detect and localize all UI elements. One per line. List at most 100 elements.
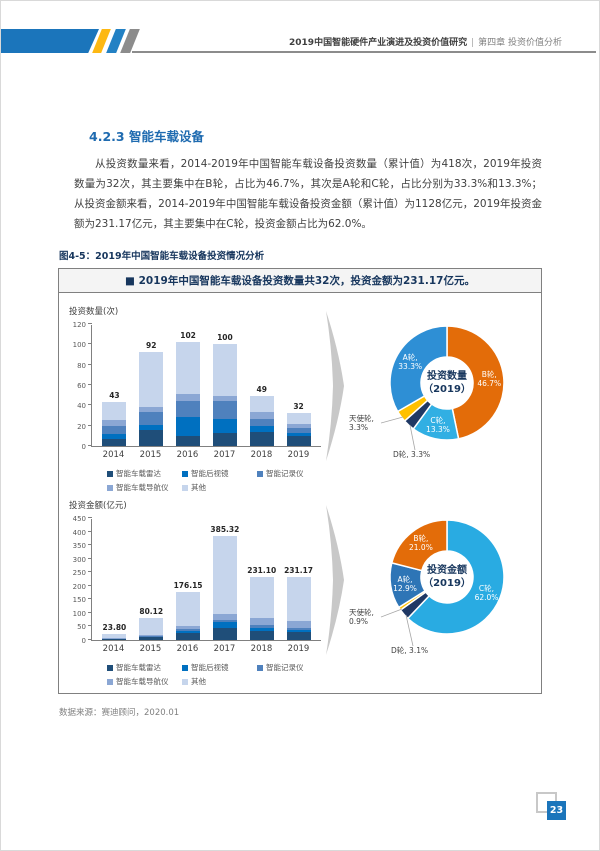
page-number-badge: 23 (536, 792, 566, 820)
bar-segment (249, 630, 274, 640)
donut-slice-4 (389, 325, 448, 413)
x-axis-label: 2018 (250, 644, 273, 654)
bar-segment (176, 633, 201, 640)
bar-value-label: 80.12 (139, 607, 164, 617)
x-axis-label: 2014 (102, 644, 125, 654)
legend-item: 智能车载导航仪 (107, 676, 182, 687)
bar-segment (102, 419, 127, 426)
section-title: 4.2.3 智能车载设备 (89, 129, 204, 144)
donut-center-line2: （2019） (423, 578, 471, 589)
bar-segment (212, 344, 237, 397)
bar-segment (139, 634, 164, 637)
bar-segment (286, 427, 311, 433)
y-axis-tick-mark (88, 445, 92, 446)
bar-segment (212, 535, 237, 615)
legend-label: 智能记录仪 (266, 469, 304, 478)
y-axis-tick-label: 120 (72, 321, 86, 329)
bar-segment (249, 396, 274, 412)
bar-value-label: 176.15 (173, 581, 203, 591)
legend-label: 智能记录仪 (266, 663, 304, 672)
y-axis-tick-mark (88, 424, 92, 426)
figure-headline: ■ 2019年中国智能车载设备投资数量共32次，投资金额为231.17亿元。 (58, 268, 542, 293)
bar-segment (102, 637, 127, 639)
header-rule-line (132, 51, 596, 53)
legend-item: 智能后视镜 (182, 662, 257, 673)
bar-segment (139, 407, 164, 413)
donut-leader-line (409, 424, 416, 451)
bar-segment (139, 412, 164, 425)
y-axis-tick-mark (88, 557, 92, 559)
donut-pie-icon (380, 519, 505, 647)
bar-value-label: 32 (293, 402, 304, 412)
legend-label: 其他 (191, 483, 206, 492)
y-axis-tick-label: 0 (81, 443, 86, 451)
bar-segment (286, 629, 311, 632)
bar-segment (249, 627, 274, 631)
bar-segment (139, 636, 164, 637)
y-axis-tick-label: 20 (77, 422, 86, 431)
bar-segment (249, 425, 274, 432)
donut-slice-label-3: A轮, 12.9% (393, 575, 417, 593)
bar-column-2019: 231.17 (283, 566, 315, 640)
legend-color-marker (107, 664, 113, 671)
legend-item: 其他 (182, 676, 257, 687)
report-title: 2019中国智能硬件产业演进及投资价值研究 (289, 38, 468, 48)
investment-amount-donut-chart: C轮, 62.0% D轮, 3.1% 天使轮, 0.9% A轮, 12.9% B轮, 21.0%… (347, 505, 537, 667)
legend-label: 智能车载雷达 (116, 469, 161, 478)
bar-segment (286, 413, 311, 424)
bar-column-2017: 385.32 (209, 525, 241, 640)
bar-column-2017: 100 (209, 333, 241, 446)
bar-segment (212, 396, 237, 402)
donut-label-pct: 33.3% (398, 361, 423, 371)
donut-slice-label-0: B轮, 46.7% (477, 370, 501, 388)
bar-value-label: 49 (256, 385, 267, 395)
bar-segment (176, 401, 201, 417)
bar-plot-area: 43 92 102 100 49 32 (88, 323, 321, 447)
y-axis-tick-label: 150 (72, 596, 86, 605)
y-axis-tick-label: 400 (72, 528, 86, 537)
y-axis-tick-mark (88, 404, 92, 406)
donut-label-pct: 12.9% (393, 583, 417, 593)
donut-slice-label-1: C轮, 13.3% (426, 416, 450, 434)
x-axis-label: 2015 (139, 450, 162, 460)
legend-color-marker (107, 470, 113, 477)
bar-segment (102, 639, 127, 640)
donut-label-name: C轮, (478, 583, 495, 593)
legend-label: 智能车载导航仪 (116, 483, 169, 492)
flow-arrow-icon (326, 505, 344, 655)
bar-segment (102, 433, 127, 439)
donut-label-pct: 62.0% (474, 592, 499, 602)
donut-slice-label-4: A轮, 33.3% (398, 353, 422, 371)
bar-plot-wrap: 0 20 40 60 80 100 120 43 92 102 100 49 32 (67, 321, 321, 451)
donut-label-name: 天使轮, (349, 414, 374, 423)
donut-slice-label-1: D轮, 3.1% (391, 646, 429, 655)
y-axis: 0 50 100 150 200 250 300 350 400 450 (67, 515, 91, 645)
donut-slice-label-0: C轮, 62.0% (475, 584, 499, 602)
bar-segment (176, 628, 201, 631)
bar-value-label: 43 (109, 391, 120, 401)
donut-label-name: A轮, (402, 352, 418, 362)
y-axis-tick-label: 300 (72, 555, 86, 564)
donut-leader-line (380, 416, 404, 424)
donut-slice-label-2: 天使轮, 0.9% (349, 608, 374, 626)
donut-center-line1: 投资数量 (427, 371, 467, 382)
bar-segment (139, 637, 164, 640)
bar-segment (212, 614, 237, 620)
donut-slice-0 (407, 519, 505, 635)
y-axis-tick-label: 350 (72, 542, 86, 551)
legend-item: 智能车载导航仪 (107, 482, 182, 493)
bar-segment (139, 352, 164, 408)
bar-segment (286, 432, 311, 436)
bar-segment (212, 627, 237, 640)
bar-chart-axis-title: 投资金额(亿元) (69, 501, 127, 511)
bar-segment (176, 592, 201, 627)
bar-segment (249, 618, 274, 626)
bar-value-label: 92 (146, 341, 157, 351)
legend-item: 智能后视镜 (182, 468, 257, 479)
donut-label-name: 天使轮, (349, 608, 374, 617)
donut-pie-icon (380, 325, 505, 451)
y-axis-tick-label: 450 (72, 515, 86, 523)
y-axis-tick-mark (88, 343, 92, 345)
data-source-note: 数据来源：赛迪顾问，2020.01 (59, 708, 180, 718)
bar-value-label: 385.32 (210, 524, 240, 534)
